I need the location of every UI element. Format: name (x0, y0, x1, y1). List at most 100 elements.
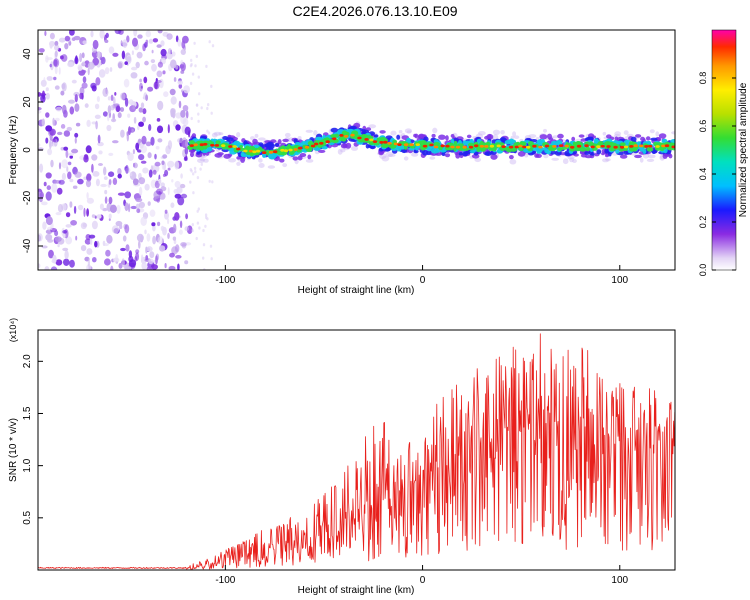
noise-speckle (185, 139, 188, 148)
signal-band-mark (557, 147, 563, 151)
noise-speckle (120, 40, 123, 47)
ridge-peak-mark (255, 149, 261, 153)
noise-speckle (92, 171, 100, 177)
snr-y-ticks: 0.5 1.0 1.5 2.0 (22, 354, 43, 525)
signal-band-mark (534, 153, 539, 158)
noise-speckle (169, 252, 175, 258)
noise-speckle (135, 203, 140, 210)
signal-band-mark (236, 132, 241, 138)
noise-speckle (44, 30, 47, 37)
noise-speckle (157, 138, 163, 143)
spectrogram-x-tick-label: 100 (611, 275, 628, 286)
noise-speckle (39, 163, 44, 173)
noise-speckle (38, 107, 42, 111)
noise-speckle (192, 191, 195, 195)
noise-speckle (124, 202, 129, 212)
noise-speckle (178, 229, 183, 235)
signal-band-mark (252, 141, 261, 146)
ridge-peak-mark (619, 145, 625, 149)
signal-band-mark (217, 152, 224, 156)
noise-speckle (135, 249, 140, 254)
noise-speckle (167, 167, 171, 171)
noise-speckle (58, 67, 61, 75)
signal-band-mark (282, 163, 288, 168)
signal-band-mark (282, 138, 289, 143)
signal-band-mark (429, 156, 436, 160)
noise-speckle (55, 212, 62, 216)
signal-band-mark (330, 127, 339, 133)
signal-band-mark (512, 131, 517, 137)
signal-band-mark (486, 133, 494, 140)
noise-speckle (88, 234, 96, 239)
noise-speckle (60, 90, 65, 96)
signal-band-mark (649, 129, 655, 134)
signal-band-mark (491, 147, 497, 152)
noise-speckle (154, 180, 160, 189)
noise-speckle (96, 96, 100, 102)
noise-speckle (184, 145, 189, 155)
noise-speckle (101, 56, 106, 65)
noise-speckle (91, 85, 97, 92)
signal-band-mark (368, 124, 377, 129)
noise-speckle (143, 76, 148, 84)
noise-speckle (63, 109, 68, 118)
noise-speckle (71, 79, 77, 84)
noise-speckle (178, 100, 182, 109)
signal-band-mark (620, 142, 626, 146)
noise-speckle (52, 254, 57, 264)
spectrogram-marks (38, 30, 675, 270)
noise-speckle (99, 203, 104, 210)
noise-speckle (120, 129, 125, 138)
noise-speckle (89, 238, 93, 246)
noise-speckle (41, 245, 48, 249)
noise-speckle (137, 34, 143, 39)
ridge-peak-mark (409, 143, 414, 147)
noise-speckle (196, 209, 199, 213)
signal-band-mark (569, 157, 574, 163)
colorbar-tick-label: 0.4 (698, 168, 708, 181)
noise-speckle (167, 140, 173, 150)
snr-x-label: Height of straight line (km) (298, 585, 415, 596)
noise-speckle (197, 75, 200, 79)
noise-speckle (190, 58, 193, 63)
signal-band-mark (462, 151, 468, 157)
noise-speckle (126, 132, 129, 142)
noise-speckle (177, 39, 182, 47)
noise-speckle (81, 52, 85, 59)
noise-speckle (156, 118, 161, 122)
noise-speckle (191, 72, 195, 76)
figure-title: C2E4.2026.076.13.10.E09 (292, 3, 457, 19)
noise-speckle (142, 116, 147, 123)
colorbar-tick-label: 0.2 (698, 216, 708, 229)
noise-speckle (195, 54, 198, 59)
noise-speckle (145, 39, 149, 45)
noise-speckle (204, 224, 207, 228)
ridge-peak-mark (590, 145, 595, 149)
noise-speckle (141, 254, 144, 261)
noise-speckle (67, 152, 74, 156)
noise-speckle (125, 164, 129, 174)
noise-speckle (49, 140, 52, 150)
noise-speckle (167, 48, 172, 55)
ridge-peak-mark (613, 145, 618, 149)
noise-speckle (79, 92, 84, 100)
noise-speckle (170, 202, 175, 208)
ridge-peak-mark (297, 146, 303, 150)
signal-band-mark (474, 157, 482, 163)
noise-speckle (174, 180, 181, 188)
ridge-peak-mark (397, 143, 402, 147)
ridge-peak-mark (552, 145, 557, 148)
ridge-peak-mark (433, 145, 439, 149)
ridge-peak-mark (325, 140, 330, 144)
signal-band-mark (350, 146, 359, 151)
noise-speckle (77, 66, 83, 71)
noise-speckle (51, 138, 57, 143)
noise-speckle (97, 141, 104, 147)
signal-band-mark (548, 137, 553, 141)
noise-speckle (63, 130, 71, 137)
noise-speckle (45, 125, 53, 132)
noise-speckle (124, 97, 129, 107)
noise-speckle (124, 61, 128, 65)
noise-speckle (138, 154, 145, 161)
signal-band-mark (403, 156, 409, 161)
